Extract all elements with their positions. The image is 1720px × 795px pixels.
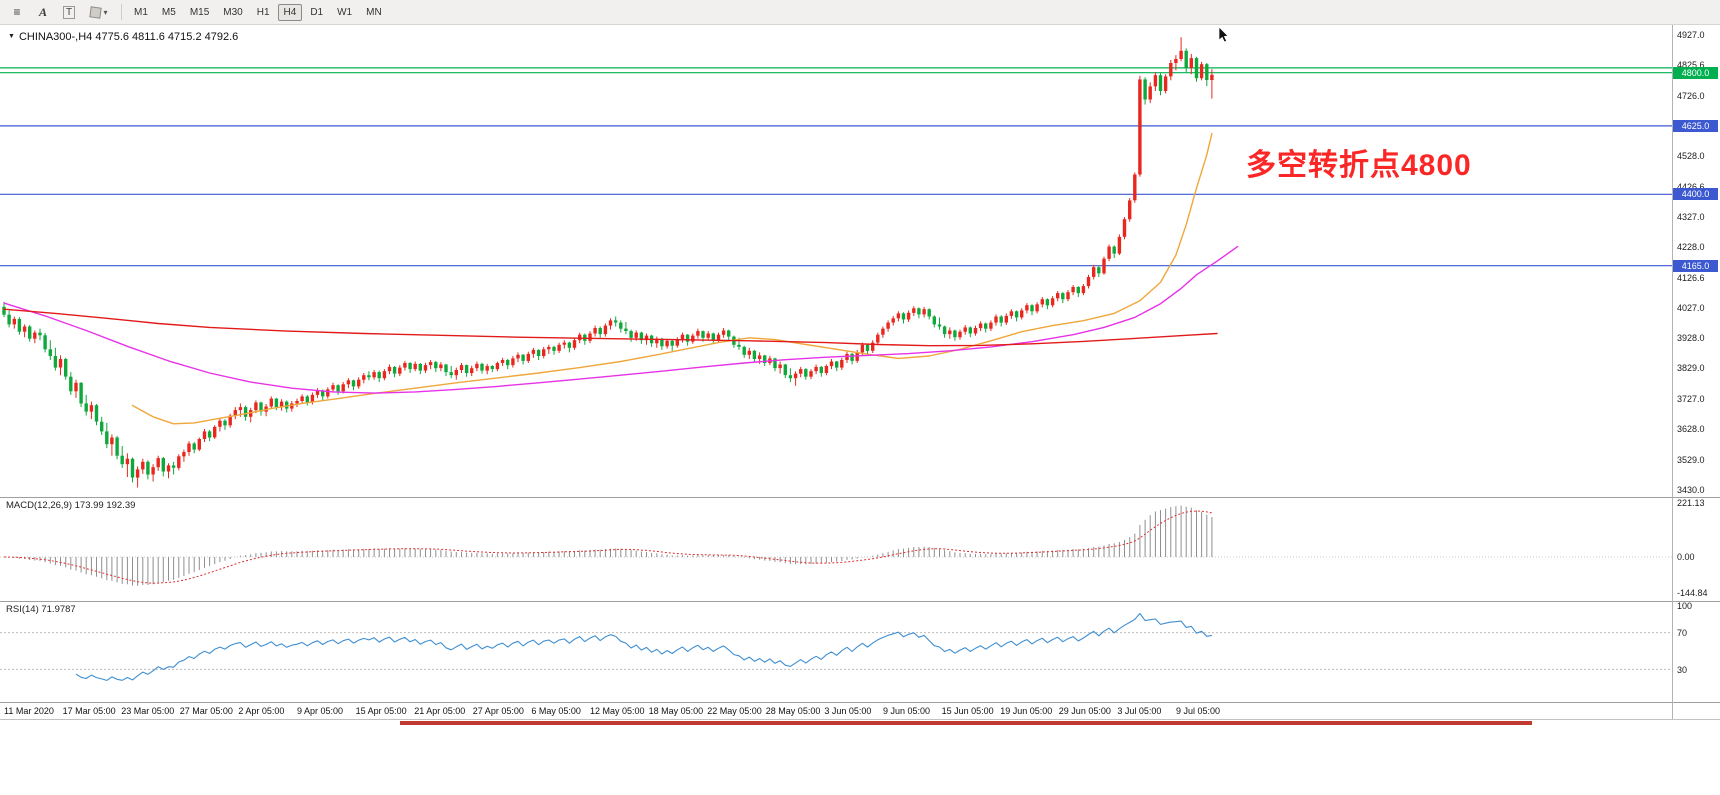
time-axis-label: 18 May 05:00 — [648, 706, 704, 716]
panel-separator-rsi[interactable] — [0, 601, 1720, 602]
time-axis-label: 27 Mar 05:00 — [179, 706, 233, 716]
text-tool-icon: A — [38, 4, 47, 19]
rsi-indicator-label: RSI(14) 71.9787 — [6, 604, 76, 615]
time-axis-label: 17 Mar 05:00 — [62, 706, 116, 716]
timeframe-m30[interactable]: M30 — [223, 6, 243, 18]
hline-price-tag: 4400.0 — [1673, 188, 1718, 201]
rsi-axis-label: 30 — [1677, 664, 1688, 675]
timeframe-buttons: M1 M5 M15 M30 H1 H4 D1 W1 MN — [127, 3, 389, 21]
time-axis-separator — [0, 702, 1720, 703]
timeframe-m5[interactable]: M5 — [161, 6, 176, 18]
price-axis-label: 3829.0 — [1677, 363, 1705, 374]
timeframe-d1[interactable]: D1 — [310, 6, 324, 18]
top-toolbar: ≡ A T ▾ M1 M5 M15 M30 H1 H4 D1 W1 MN — [0, 0, 1720, 25]
time-axis-label: 9 Jun 05:00 — [883, 706, 931, 716]
timeframe-h1[interactable]: H1 — [256, 6, 270, 18]
macd-panel[interactable] — [0, 499, 1672, 597]
toolbar-divider — [121, 4, 122, 20]
fill-color-tool-button[interactable]: ▾ — [83, 2, 115, 23]
price-axis-label: 3727.0 — [1677, 394, 1705, 405]
macd-indicator-label: MACD(12,26,9) 173.99 192.39 — [6, 500, 136, 511]
text-tool-button[interactable]: A — [31, 2, 55, 23]
price-axis-label: 4228.0 — [1677, 242, 1705, 253]
time-axis-label: 22 May 05:00 — [707, 706, 762, 716]
hline-price-tag: 4800.0 — [1673, 66, 1718, 79]
time-axis[interactable]: 11 Mar 2020 17 Mar 05:00 23 Mar 05:00 27 Ma… — [0, 703, 1672, 719]
price-axis-border — [1672, 25, 1673, 719]
price-axis-label: 4528.0 — [1677, 150, 1705, 161]
price-axis-label: 4126.6 — [1677, 272, 1705, 283]
price-axis-label: 4027.0 — [1677, 303, 1705, 314]
macd-axis-label: 221.13 — [1677, 497, 1705, 508]
fill-color-icon — [89, 5, 103, 19]
text-label-tool-icon: T — [62, 5, 76, 19]
time-axis-label: 23 Mar 05:00 — [121, 706, 175, 716]
mouse-cursor-icon — [1218, 27, 1229, 43]
panel-separator-macd[interactable] — [0, 497, 1720, 498]
chart-annotation: 多空转折点4800 — [1246, 149, 1472, 182]
hline-price-tag: 4625.0 — [1673, 119, 1718, 132]
time-axis-label: 27 Apr 05:00 — [472, 706, 524, 716]
time-axis-label: 15 Apr 05:00 — [355, 706, 407, 716]
rsi-axis-label: 70 — [1677, 628, 1688, 639]
price-axis-label: 4426.6 — [1677, 181, 1705, 192]
chevron-down-icon: ▾ — [103, 7, 108, 17]
price-axis-label: 3928.0 — [1677, 333, 1705, 344]
time-axis-label: 3 Jun 05:00 — [824, 706, 872, 716]
time-axis-label: 11 Mar 2020 — [4, 706, 54, 716]
time-axis-label: 21 Apr 05:00 — [414, 706, 466, 716]
rsi-panel[interactable] — [0, 603, 1672, 701]
time-axis-label: 29 Jun 05:00 — [1058, 706, 1111, 716]
symbol-ohlc-text: CHINA300-,H4 4775.6 4811.6 4715.2 4792.6 — [18, 31, 239, 43]
price-axis-label: 3430.0 — [1677, 484, 1705, 495]
time-axis-label: 28 May 05:00 — [765, 706, 821, 716]
time-axis-label: 9 Jul 05:00 — [1176, 706, 1221, 716]
main-candlestick-chart[interactable] — [0, 25, 1672, 495]
timeframe-m15[interactable]: M15 — [189, 6, 210, 18]
time-axis-label: 15 Jun 05:00 — [941, 706, 994, 716]
time-axis-label: 6 May 05:00 — [531, 706, 581, 716]
price-axis-label: 4825.6 — [1677, 60, 1705, 71]
time-axis-label: 9 Apr 05:00 — [297, 706, 344, 716]
timeframe-h4[interactable]: H4 — [277, 3, 303, 21]
macd-axis-label: -144.84 — [1677, 588, 1708, 599]
chart-ohlc-header: ▼ CHINA300-,H4 4775.6 4811.6 4715.2 4792.… — [8, 31, 238, 43]
price-axis-label: 4726.0 — [1677, 90, 1705, 101]
price-axis-label: 4927.0 — [1677, 29, 1705, 40]
macd-axis-label: 0.00 — [1677, 552, 1695, 563]
timeframe-mn[interactable]: MN — [366, 6, 382, 18]
collapse-triangle-icon: ▼ — [8, 33, 15, 40]
time-axis-label: 19 Jun 05:00 — [1000, 706, 1053, 716]
lines-tool-button[interactable]: ≡ — [5, 2, 29, 23]
price-axis-label: 4327.0 — [1677, 211, 1705, 222]
window-bottom-edge — [0, 719, 1720, 720]
timeframe-m1[interactable]: M1 — [134, 6, 148, 18]
time-axis-label: 12 May 05:00 — [590, 706, 645, 716]
bottom-red-line — [400, 721, 1532, 725]
time-axis-label: 3 Jul 05:00 — [1117, 706, 1162, 716]
hline-price-tag: 4165.0 — [1673, 259, 1718, 272]
rsi-axis-label: 100 — [1677, 600, 1693, 611]
time-axis-label: 2 Apr 05:00 — [238, 706, 285, 716]
text-label-tool-button[interactable]: T — [57, 2, 81, 23]
lines-tool-icon: ≡ — [13, 5, 21, 19]
price-axis-label: 3628.0 — [1677, 424, 1705, 435]
timeframe-w1[interactable]: W1 — [337, 6, 353, 18]
price-axis-label: 3529.0 — [1677, 454, 1705, 465]
